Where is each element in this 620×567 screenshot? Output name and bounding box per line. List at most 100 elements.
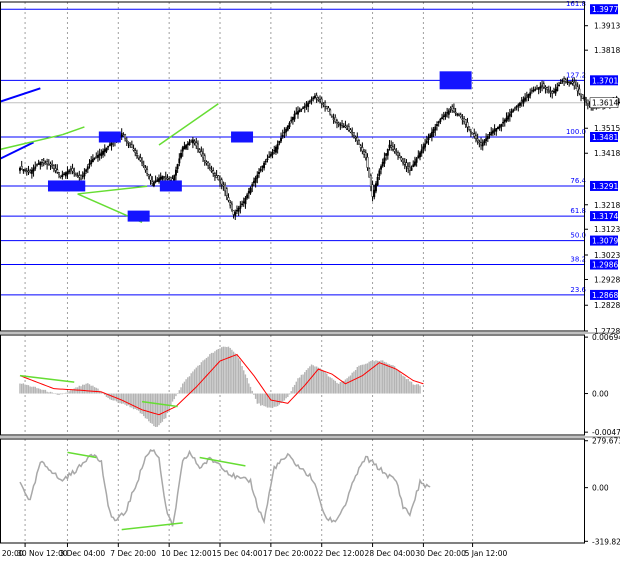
candle-body[interactable] xyxy=(100,152,103,156)
candle-body[interactable] xyxy=(397,152,399,156)
candle-body[interactable] xyxy=(208,167,211,169)
candle-body[interactable] xyxy=(41,159,43,163)
level-marker-box[interactable] xyxy=(63,180,86,192)
candle-body[interactable] xyxy=(412,164,415,167)
candle-body[interactable] xyxy=(517,104,520,107)
candle-body[interactable] xyxy=(256,174,259,179)
candle-body[interactable] xyxy=(261,165,264,168)
candle-body[interactable] xyxy=(513,107,516,110)
candle-body[interactable] xyxy=(544,87,547,89)
candle-body[interactable] xyxy=(198,149,201,153)
candle-body[interactable] xyxy=(166,178,169,180)
candle-body[interactable] xyxy=(498,125,501,129)
candle-body[interactable] xyxy=(137,155,140,159)
candle-body[interactable] xyxy=(558,84,560,87)
candle-body[interactable] xyxy=(329,109,332,115)
candle-body[interactable] xyxy=(493,129,496,132)
candle-body[interactable] xyxy=(224,184,227,192)
candle-body[interactable] xyxy=(37,163,40,165)
candle-body[interactable] xyxy=(220,179,223,185)
divergence-line[interactable] xyxy=(199,456,246,467)
candle-body[interactable] xyxy=(530,90,533,93)
candle-body[interactable] xyxy=(61,174,64,177)
candle-body[interactable] xyxy=(437,121,440,124)
candle-body[interactable] xyxy=(241,203,243,206)
candle-body[interactable] xyxy=(134,150,137,153)
candle-body[interactable] xyxy=(430,131,433,137)
candle-body[interactable] xyxy=(97,155,99,158)
candle-body[interactable] xyxy=(449,108,452,110)
candle-body[interactable] xyxy=(385,153,388,156)
candle-body[interactable] xyxy=(158,178,160,182)
candle-body[interactable] xyxy=(295,112,298,115)
candle-body[interactable] xyxy=(183,146,186,150)
candle-body[interactable] xyxy=(29,170,32,173)
candle-body[interactable] xyxy=(280,137,282,142)
candle-body[interactable] xyxy=(491,130,494,134)
candle-body[interactable] xyxy=(176,164,179,170)
candle-body[interactable] xyxy=(202,153,205,159)
macd-panel[interactable] xyxy=(19,346,424,427)
candle-body[interactable] xyxy=(102,150,105,155)
candle-body[interactable] xyxy=(285,128,288,133)
candle-body[interactable] xyxy=(93,157,96,160)
candle-body[interactable] xyxy=(281,134,284,137)
candle-body[interactable] xyxy=(336,120,338,123)
candle-body[interactable] xyxy=(159,176,162,180)
candle-body[interactable] xyxy=(149,175,152,181)
candle-body[interactable] xyxy=(73,171,76,174)
candle-body[interactable] xyxy=(413,161,416,166)
candle-body[interactable] xyxy=(19,167,21,171)
candle-body[interactable] xyxy=(317,98,320,101)
candle-body[interactable] xyxy=(352,132,355,136)
candle-body[interactable] xyxy=(542,83,545,88)
candle-body[interactable] xyxy=(480,142,482,146)
candle-body[interactable] xyxy=(525,95,528,98)
candle-body[interactable] xyxy=(456,113,459,116)
candle-body[interactable] xyxy=(522,99,525,104)
candle-body[interactable] xyxy=(129,144,132,147)
candle-body[interactable] xyxy=(190,140,193,142)
candle-body[interactable] xyxy=(351,132,354,135)
candle-body[interactable] xyxy=(95,156,98,158)
candle-body[interactable] xyxy=(312,97,315,100)
candle-body[interactable] xyxy=(215,175,218,178)
candle-body[interactable] xyxy=(46,161,49,165)
candle-body[interactable] xyxy=(400,157,403,161)
candle-body[interactable] xyxy=(546,87,549,90)
candle-body[interactable] xyxy=(476,138,479,141)
candle-body[interactable] xyxy=(161,175,164,180)
candle-body[interactable] xyxy=(263,162,266,169)
candle-body[interactable] xyxy=(341,123,344,126)
candle-body[interactable] xyxy=(315,95,318,99)
candle-body[interactable] xyxy=(554,88,557,94)
candle-body[interactable] xyxy=(154,180,157,183)
candle-body[interactable] xyxy=(395,152,398,154)
candle-body[interactable] xyxy=(503,119,506,123)
candle-body[interactable] xyxy=(391,146,394,150)
candle-body[interactable] xyxy=(473,133,476,137)
candle-body[interactable] xyxy=(105,147,108,152)
candle-body[interactable] xyxy=(30,170,33,174)
candle-body[interactable] xyxy=(74,172,77,175)
candle-body[interactable] xyxy=(286,125,289,131)
candle-body[interactable] xyxy=(524,97,527,101)
candle-body[interactable] xyxy=(485,138,488,141)
candle-body[interactable] xyxy=(68,170,71,173)
candle-body[interactable] xyxy=(163,176,166,178)
candle-body[interactable] xyxy=(539,86,542,89)
candle-body[interactable] xyxy=(205,161,208,164)
candle-body[interactable] xyxy=(278,140,281,144)
candle-body[interactable] xyxy=(222,184,225,187)
candle-body[interactable] xyxy=(268,156,271,158)
candle-body[interactable] xyxy=(561,80,564,82)
candle-body[interactable] xyxy=(273,149,276,152)
candle-body[interactable] xyxy=(569,82,572,84)
candle-body[interactable] xyxy=(303,106,306,108)
candle-body[interactable] xyxy=(339,124,342,126)
trend-line[interactable] xyxy=(0,87,41,106)
candle-body[interactable] xyxy=(342,125,345,128)
candle-body[interactable] xyxy=(230,203,233,211)
level-marker-box[interactable] xyxy=(231,131,254,143)
candle-body[interactable] xyxy=(125,140,128,142)
